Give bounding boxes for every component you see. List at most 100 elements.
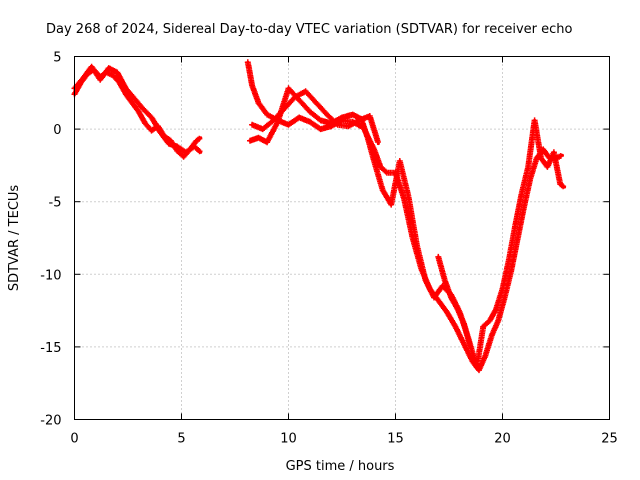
data-point <box>423 278 427 282</box>
data-point <box>340 115 344 119</box>
data-point <box>513 223 517 227</box>
y-tick-label: 5 <box>53 51 61 66</box>
data-point <box>462 342 466 346</box>
data-point <box>515 237 519 241</box>
data-point <box>503 296 507 300</box>
data-point <box>107 66 111 70</box>
data-point <box>90 65 94 69</box>
data-point <box>381 188 385 192</box>
y-tick-label: -20 <box>40 414 61 429</box>
data-point <box>319 127 323 131</box>
data-point <box>528 176 532 180</box>
data-point <box>522 206 526 210</box>
data-point <box>558 182 562 186</box>
data-point <box>175 145 179 149</box>
data-point <box>167 142 171 146</box>
data-point <box>287 123 290 127</box>
data-point <box>436 298 440 302</box>
x-tick-label: 10 <box>280 432 297 447</box>
data-point <box>150 129 154 133</box>
chart-title: Day 268 of 2024, Sidereal Day-to-day VTE… <box>46 22 573 37</box>
x-tick-label: 5 <box>177 432 185 447</box>
data-point <box>389 203 393 207</box>
data-point <box>150 115 154 119</box>
data-point <box>325 113 329 117</box>
data-point <box>265 113 269 117</box>
data-point <box>250 84 254 88</box>
data-point <box>385 171 389 175</box>
data-point <box>111 73 115 77</box>
data-point <box>507 258 511 262</box>
data-point <box>346 124 350 128</box>
data-point <box>456 307 460 311</box>
data-point <box>483 354 487 358</box>
x-tick-label: 15 <box>387 432 404 447</box>
data-point <box>432 296 436 300</box>
data-point <box>539 156 543 160</box>
data-point <box>124 86 128 90</box>
data-point <box>130 101 134 105</box>
data-point <box>265 140 269 144</box>
x-axis-label: GPS time / hours <box>286 459 395 474</box>
y-tick-label: 0 <box>53 123 61 138</box>
axis-ticks: 0 5 10 15 20 25 5 0 -5 -10 -15 -20 <box>40 51 618 447</box>
data-point <box>526 165 530 169</box>
data-point <box>533 118 537 122</box>
data-point <box>81 76 85 80</box>
data-point <box>462 322 466 326</box>
data-point <box>535 156 539 160</box>
data-point <box>261 127 265 131</box>
y-tick-label: -15 <box>40 341 61 356</box>
data-point <box>137 110 141 114</box>
plot-frame <box>74 56 610 420</box>
data-point <box>520 191 524 195</box>
data-point <box>449 296 453 300</box>
data-point <box>441 284 445 288</box>
y-axis-label: SDTVAR / TECUs <box>7 185 22 292</box>
data-point <box>297 115 301 119</box>
data-point <box>490 333 494 337</box>
data-point <box>304 89 308 93</box>
data-series-group <box>71 66 203 160</box>
y-tick-label: -10 <box>40 268 61 283</box>
data-point <box>98 78 102 82</box>
data-point <box>143 121 147 125</box>
data-point <box>488 319 492 323</box>
data-point <box>406 194 410 198</box>
data-point <box>184 150 188 154</box>
data-point <box>563 185 567 189</box>
data-point <box>357 118 361 122</box>
data-point <box>308 120 312 124</box>
data-point <box>552 150 556 154</box>
data-point <box>509 269 513 273</box>
data-point <box>468 345 472 349</box>
data-point <box>115 70 119 74</box>
data-point <box>124 92 128 96</box>
data-point <box>246 60 250 64</box>
data-point <box>372 159 376 163</box>
series-trace <box>71 66 203 160</box>
data-point <box>496 319 500 323</box>
data-point <box>336 123 340 127</box>
data-series-group <box>249 88 381 146</box>
data-point <box>379 165 383 169</box>
data-point <box>475 365 479 369</box>
data-point <box>314 101 318 105</box>
data-point <box>398 159 402 163</box>
x-tick-label: 25 <box>601 432 618 447</box>
data-point <box>308 110 312 114</box>
data-point <box>141 107 145 111</box>
data-series <box>71 59 567 374</box>
data-point <box>436 255 440 259</box>
data-point <box>293 95 297 99</box>
data-point <box>272 118 276 122</box>
data-point <box>477 368 481 372</box>
data-point <box>481 325 485 329</box>
data-point <box>250 123 254 127</box>
data-point <box>501 287 504 291</box>
data-point <box>445 310 449 314</box>
x-tick-label: 0 <box>70 432 78 447</box>
data-point <box>453 325 457 329</box>
data-point <box>132 97 136 101</box>
